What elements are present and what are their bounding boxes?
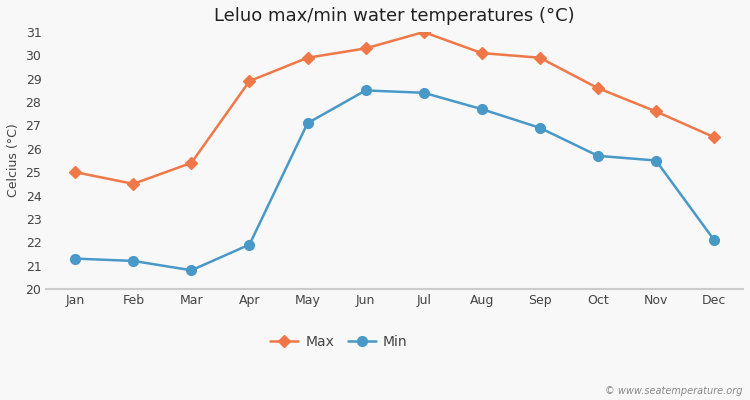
Min: [245, 242, 254, 247]
Line: Min: Min: [70, 86, 719, 275]
Min: [652, 158, 661, 163]
Max: [70, 170, 80, 174]
Max: [129, 182, 138, 186]
Max: [303, 55, 312, 60]
Bar: [46, 126, 743, 149]
Max: [652, 109, 661, 114]
Bar: [46, 32, 743, 56]
Legend: Max, Min: Max, Min: [265, 329, 413, 354]
Bar: [46, 149, 743, 172]
Max: [477, 51, 486, 56]
Max: [419, 30, 428, 34]
Bar: [46, 196, 743, 219]
Text: © www.seatemperature.org: © www.seatemperature.org: [605, 386, 742, 396]
Min: [419, 90, 428, 95]
Title: Leluo max/min water temperatures (°C): Leluo max/min water temperatures (°C): [214, 7, 575, 25]
Bar: [46, 102, 743, 126]
Bar: [46, 266, 743, 289]
Min: [129, 258, 138, 263]
Bar: [46, 242, 743, 266]
Max: [536, 55, 544, 60]
Min: [477, 107, 486, 112]
Bar: [46, 79, 743, 102]
Bar: [46, 56, 743, 79]
Y-axis label: Celcius (°C): Celcius (°C): [7, 124, 20, 197]
Min: [710, 238, 718, 242]
Min: [70, 256, 80, 261]
Max: [710, 135, 718, 140]
Bar: [46, 219, 743, 242]
Max: [245, 79, 254, 84]
Min: [303, 121, 312, 126]
Min: [593, 154, 602, 158]
Max: [593, 86, 602, 90]
Max: [187, 160, 196, 165]
Min: [361, 88, 370, 93]
Min: [187, 268, 196, 273]
Min: [536, 126, 544, 130]
Bar: [46, 172, 743, 196]
Line: Max: Max: [71, 28, 718, 188]
Max: [361, 46, 370, 51]
